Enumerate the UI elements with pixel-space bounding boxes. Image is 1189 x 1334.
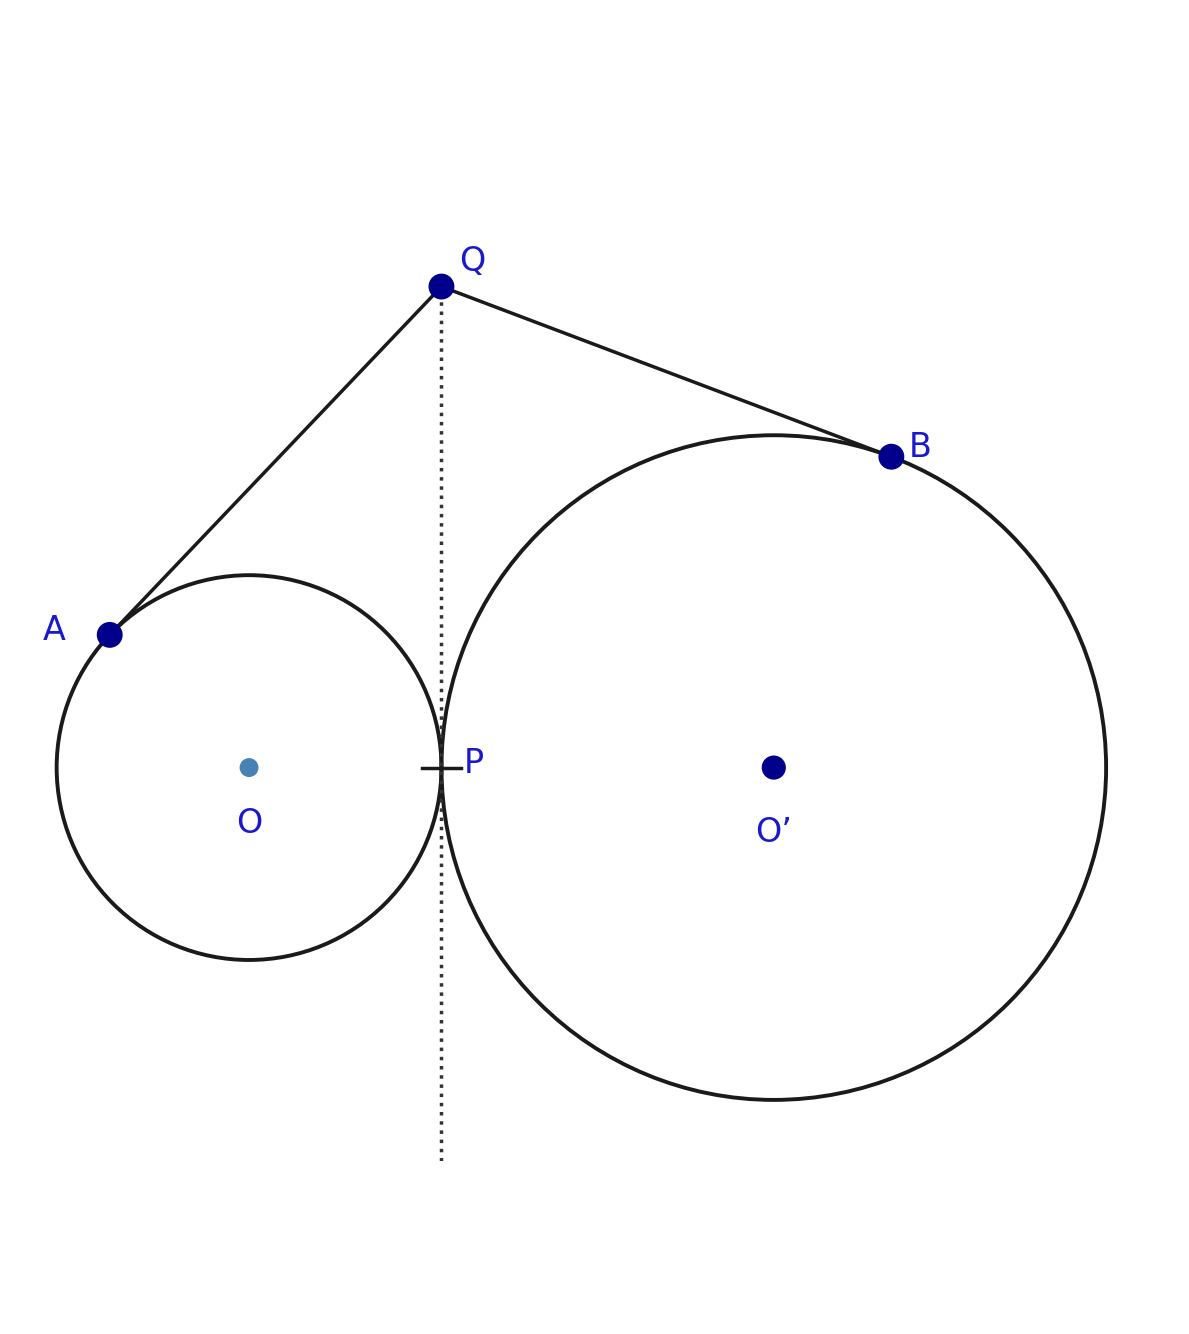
Circle shape xyxy=(97,623,122,647)
Circle shape xyxy=(429,275,454,299)
Text: P: P xyxy=(464,747,484,779)
Text: Q: Q xyxy=(459,245,485,277)
Text: O’: O’ xyxy=(755,815,792,848)
Text: B: B xyxy=(908,431,932,464)
Circle shape xyxy=(879,444,904,470)
Circle shape xyxy=(240,759,258,776)
Text: O: O xyxy=(235,807,262,840)
Text: A: A xyxy=(43,614,67,647)
Circle shape xyxy=(762,756,785,779)
